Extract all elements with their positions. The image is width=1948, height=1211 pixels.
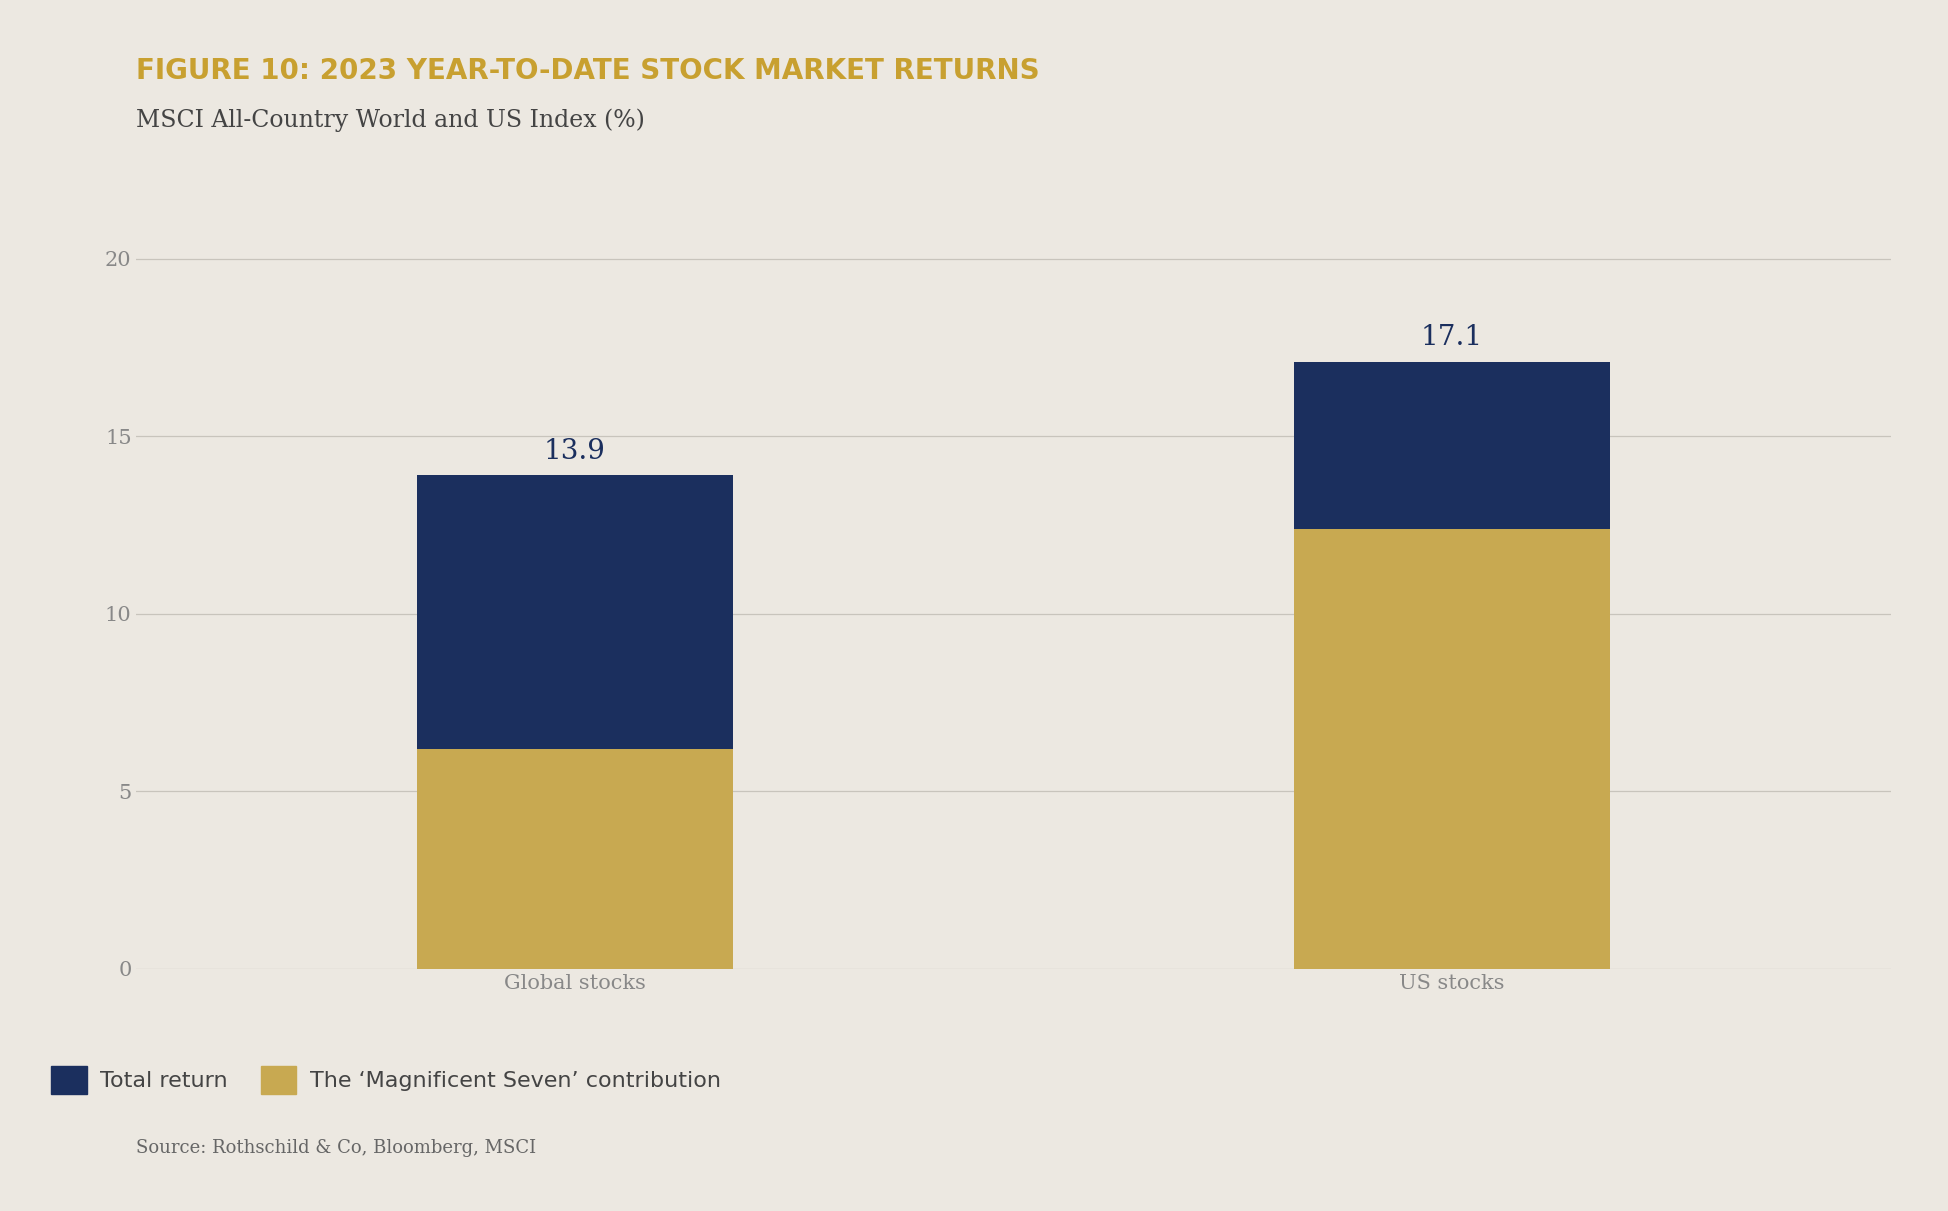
Legend: Total return, The ‘Magnificent Seven’ contribution: Total return, The ‘Magnificent Seven’ co… [51,1066,721,1095]
Bar [417,748,732,969]
Bar [417,475,732,748]
Bar [1293,528,1609,969]
Text: 17.1: 17.1 [1420,325,1482,351]
Text: Source: Rothschild & Co, Bloomberg, MSCI: Source: Rothschild & Co, Bloomberg, MSCI [136,1138,536,1157]
Bar [1293,362,1609,528]
Text: FIGURE 10: 2023 YEAR-TO-DATE STOCK MARKET RETURNS: FIGURE 10: 2023 YEAR-TO-DATE STOCK MARKE… [136,57,1040,85]
Text: 13.9: 13.9 [543,437,606,465]
Text: MSCI All-Country World and US Index (%): MSCI All-Country World and US Index (%) [136,109,645,132]
